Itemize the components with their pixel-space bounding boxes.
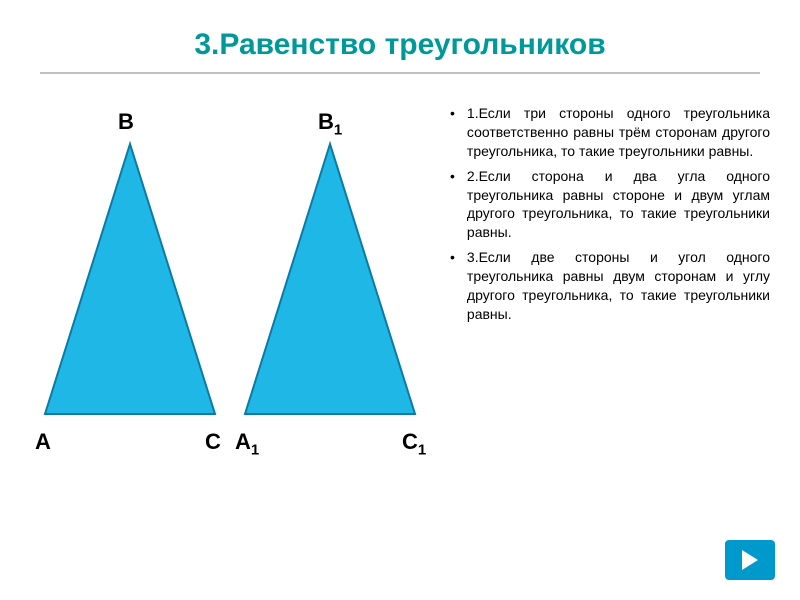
page-title: 3.Равенство треугольников [0,0,800,72]
diagram-area: B A C B1 A1 C1 [30,94,440,514]
text-area: • 1.Если три стороны одного треугольника… [440,94,770,514]
next-button[interactable] [725,540,775,580]
bullet-icon: • [450,167,455,243]
bullet-icon: • [450,248,455,324]
label-b1: B1 [318,109,342,138]
list-item: • 3.Если две стороны и угол одного треуг… [450,248,770,324]
title-underline [40,72,760,74]
item-text-3: 3.Если две стороны и угол одного треугол… [467,248,770,324]
item-text-1: 1.Если три стороны одного треугольника с… [467,104,770,161]
list-item: • 1.Если три стороны одного треугольника… [450,104,770,161]
label-c1: C1 [402,429,426,458]
triangle-right [245,144,415,414]
bullet-icon: • [450,104,455,161]
list-item: • 2.Если сторона и два угла одного треуг… [450,167,770,243]
label-c: C [205,429,221,455]
arrow-right-icon [742,550,758,570]
item-text-2: 2.Если сторона и два угла одного треугол… [467,167,770,243]
label-a1: A1 [235,429,259,458]
label-b: B [118,109,134,135]
content-area: B A C B1 A1 C1 • 1.Если три стороны одно… [0,94,800,514]
triangle-left [45,144,215,414]
triangles-svg [30,94,440,474]
label-a: A [35,429,51,455]
